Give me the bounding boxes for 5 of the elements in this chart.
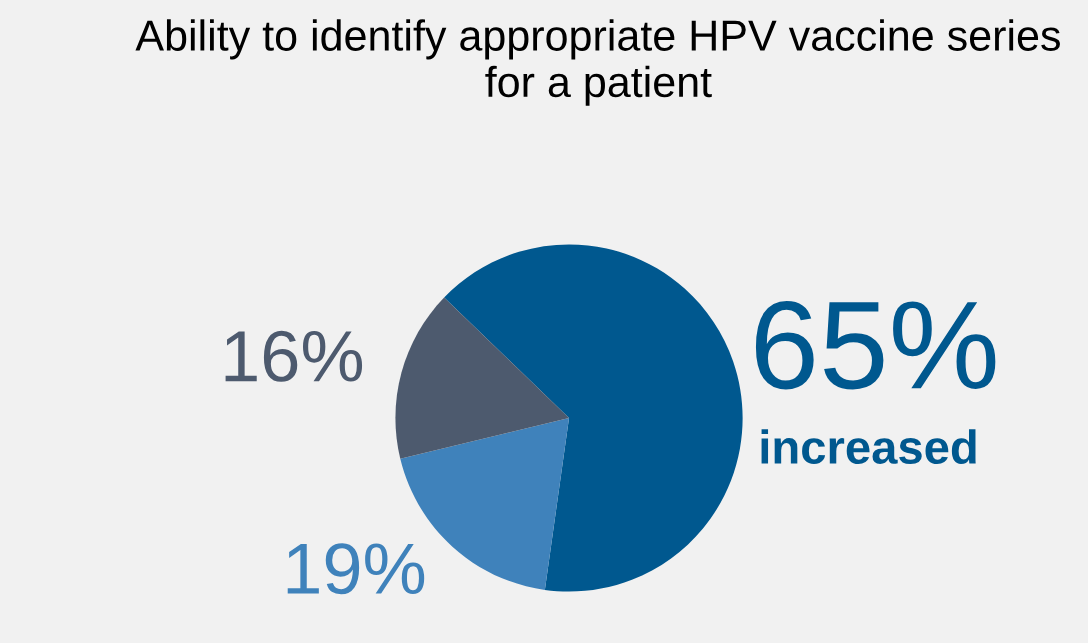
data-label: 65% [755, 300, 996, 390]
data-label: 19% [287, 543, 425, 595]
data-label: 16% [225, 330, 363, 382]
chart-title: Ability to identify appropriate HPV vaccine series for a patient [135, 19, 1060, 106]
slice-label: increased [761, 429, 976, 464]
